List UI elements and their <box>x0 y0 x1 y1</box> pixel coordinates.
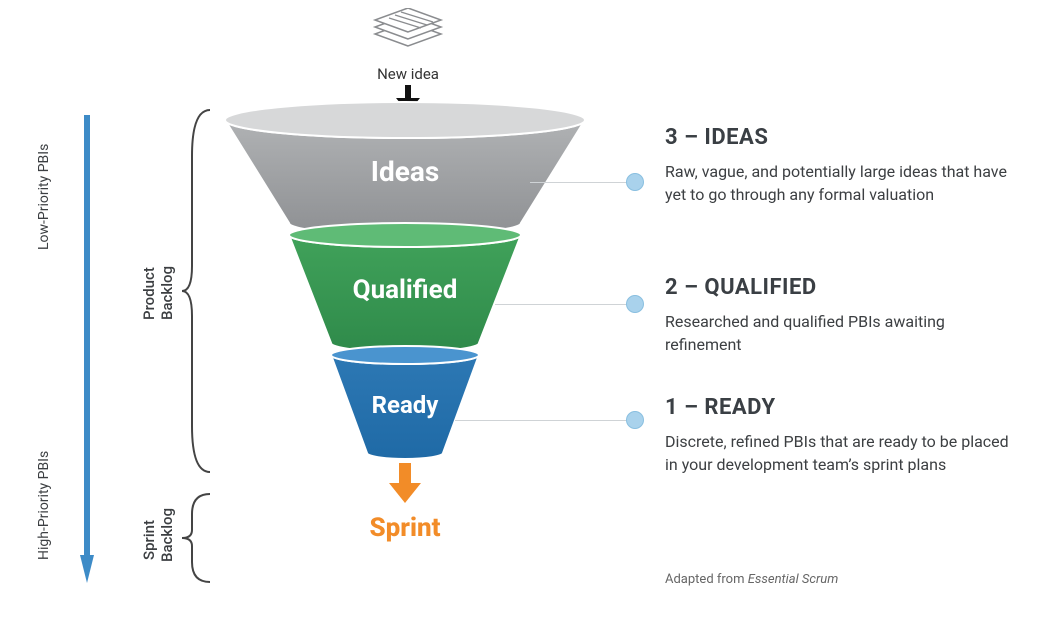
callout-dot-qualified <box>626 295 644 313</box>
product-backlog-label-line1: Product <box>140 267 158 320</box>
diagram-root: Low-Priority PBIs High-Priority PBIs Pro… <box>0 0 1057 625</box>
sprint-backlog-brace-icon <box>180 490 214 586</box>
sprint-backlog-label-line1: Sprint <box>140 520 158 560</box>
priority-arrow-icon <box>80 115 94 583</box>
low-priority-label: Low-Priority PBIs <box>36 144 52 250</box>
funnel: Ideas Qualified Ready Sprint <box>215 95 595 565</box>
callout-line-qualified <box>495 304 635 305</box>
stage-ready-label: Ready <box>215 391 595 419</box>
desc-ideas-title: 3 – IDEAS <box>665 125 1020 150</box>
desc-qualified-body: Researched and qualified PBIs awaiting r… <box>665 310 1020 356</box>
stage-qualified-label: Qualified <box>215 275 595 305</box>
high-priority-label: High-Priority PBIs <box>36 451 52 560</box>
product-backlog-label-line2: Backlog <box>158 266 176 320</box>
desc-qualified-title: 2 – QUALIFIED <box>665 275 1020 300</box>
callout-line-ideas <box>530 182 635 183</box>
desc-ideas: 3 – IDEAS Raw, vague, and potentially la… <box>665 125 1020 206</box>
stage-ideas-label: Ideas <box>215 155 595 188</box>
attribution-title: Essential Scrum <box>748 572 839 587</box>
attribution-prefix: Adapted from <box>665 572 748 587</box>
callout-line-ready <box>455 420 635 421</box>
callout-dot-ready <box>626 411 644 429</box>
attribution: Adapted from Essential Scrum <box>665 572 838 587</box>
product-backlog-brace-icon <box>180 106 214 476</box>
new-idea-label: New idea <box>363 65 453 83</box>
desc-qualified: 2 – QUALIFIED Researched and qualified P… <box>665 275 1020 356</box>
stack-icon <box>363 8 453 58</box>
desc-ready: 1 – READY Discrete, refined PBIs that ar… <box>665 395 1020 476</box>
desc-ready-body: Discrete, refined PBIs that are ready to… <box>665 430 1020 476</box>
desc-ideas-body: Raw, vague, and potentially large ideas … <box>665 160 1020 206</box>
sprint-backlog-label-line2: Backlog <box>158 508 176 562</box>
desc-ready-title: 1 – READY <box>665 395 1020 420</box>
sprint-label: Sprint <box>215 513 595 543</box>
callout-dot-ideas <box>626 173 644 191</box>
